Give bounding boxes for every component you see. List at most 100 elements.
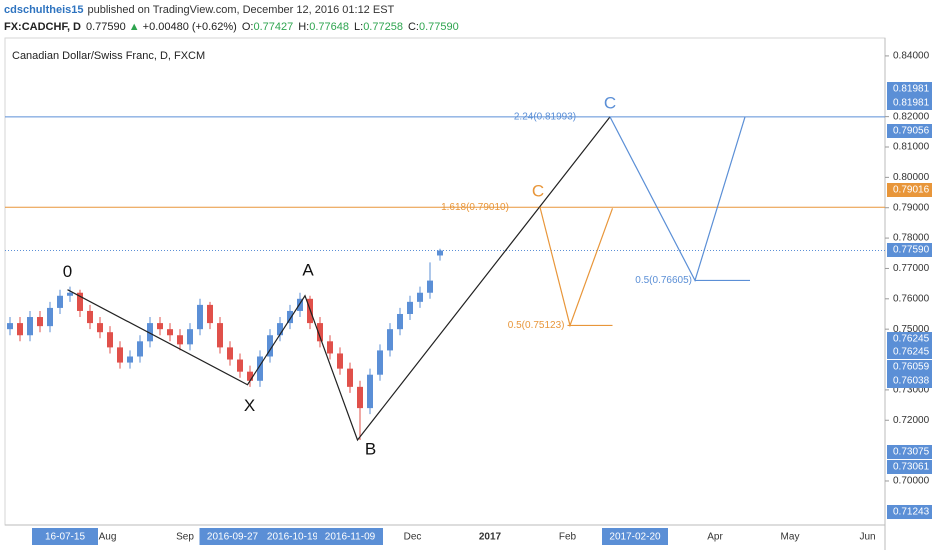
candle-body [317,323,323,342]
price-label: 0.71243 [893,507,930,518]
candle-body [407,301,413,314]
price-label: 0.81981 [893,98,930,109]
price-label: 0.76038 [893,376,930,387]
y-tick-label: 0.70000 [893,476,930,487]
x-tick-highlight [32,528,98,545]
x-tick-highlight [199,528,266,545]
candle-body [197,304,203,330]
price-label-box [887,360,932,374]
candle-body [257,356,263,381]
price-label-box [887,445,932,459]
x-tick-label: 2016-11-09 [325,532,376,543]
ohlc-value: 0.77427 [253,21,293,33]
candle-body [237,359,243,372]
price-label-box [887,183,932,197]
pattern-line [67,116,611,442]
price-label-box [887,345,932,359]
price-label-box [887,460,932,474]
candle-body [87,310,93,324]
pattern-label: 0 [63,262,72,281]
candle-body [387,329,393,351]
price-label-box [887,332,932,346]
orange-c-label: C [532,182,544,201]
x-tick-label: Aug [99,532,117,543]
candle-body [37,317,43,327]
x-tick-label: Feb [559,532,577,543]
y-tick-label: 0.77000 [893,263,930,274]
price-label: 0.76059 [893,362,930,373]
y-tick-label: 0.75000 [893,324,930,335]
x-tick-label: 2016-09-27 [207,532,259,543]
x-tick-highlight [602,528,668,545]
ohlc-key: C: [408,21,419,33]
candle-body [147,323,153,342]
change: +0.00480 (+0.62%) [143,21,237,33]
ohlc-key: H: [298,21,309,33]
price-label-box [887,243,932,257]
price-label: 0.81981 [893,84,930,95]
candle-body [327,341,333,354]
candle-body [337,353,343,369]
x-tick-highlight [317,528,383,545]
author[interactable]: cdschultheis15 [4,4,83,16]
ohlc-key: L: [354,21,363,33]
candle-body [177,335,183,345]
price-label-box [887,124,932,138]
candle-body [227,347,233,360]
price-label: 0.79056 [893,126,930,137]
candle-body [437,250,443,256]
candle-body [77,292,83,311]
pattern-label: B [365,439,376,458]
chart-title: Canadian Dollar/Swiss Franc, D, FXCM [12,50,205,62]
candle-body [377,350,383,375]
price-label-box [887,96,932,110]
y-tick-label: 0.79000 [893,202,930,213]
candle-body [397,313,403,330]
ohlc-value: 0.77648 [309,21,349,33]
candle-body [7,323,13,330]
header-line-2: FX:CADCHF, D 0.77590 ▲ +0.00480 (+0.62%) O:0… [4,21,459,33]
candle-body [97,323,103,333]
price-label: 0.77590 [893,245,930,256]
candle-body [347,368,353,387]
x-tick-label: Sep [176,532,194,543]
published: published on TradingView.com, December 1… [87,4,394,16]
pattern-label: C [604,93,616,112]
candle-body [57,295,63,308]
x-tick-label: May [781,532,800,543]
candle-body [47,307,53,327]
candle-body [217,323,223,348]
price-label: 0.76245 [893,334,930,345]
candle-body [417,292,423,302]
price-label: 0.73075 [893,447,930,458]
price-label: 0.79016 [893,185,930,196]
candle-body [277,323,283,336]
fib-label: 0.5(0.76605) [635,275,692,286]
candle-body [67,292,73,296]
price-label: 0.73061 [893,462,930,473]
candle-body [157,323,163,330]
price-label-box [887,374,932,388]
candle-body [427,280,433,293]
candle-body [137,341,143,357]
x-tick-label: 16-07-15 [45,532,85,543]
x-tick-label: Jun [859,532,875,543]
pattern-label: X [244,396,255,415]
arrow: ▲ [129,21,140,33]
candle-body [17,323,23,336]
y-tick-label: 0.78000 [893,233,930,244]
candle-body [117,347,123,363]
y-tick-label: 0.81000 [893,142,930,153]
candle-body [367,374,373,409]
level-label: 2.24(0.81993) [514,111,576,122]
candle-body [267,335,273,357]
y-tick-label: 0.84000 [893,51,930,62]
price-label-box [887,505,932,519]
x-tick-label: Dec [404,532,422,543]
candle-body [167,329,173,336]
candle-body [247,371,253,381]
candle-body [27,317,33,336]
